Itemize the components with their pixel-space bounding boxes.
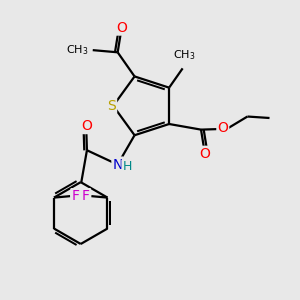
Text: O: O: [81, 119, 92, 133]
Text: O: O: [218, 122, 228, 136]
Text: O: O: [199, 147, 210, 161]
Text: O: O: [116, 21, 127, 34]
Text: N: N: [112, 158, 123, 172]
Text: CH$_3$: CH$_3$: [173, 48, 195, 62]
Text: S: S: [107, 99, 116, 113]
Text: CH$_3$: CH$_3$: [66, 43, 88, 57]
Text: F: F: [71, 189, 80, 203]
Text: H: H: [122, 160, 132, 173]
Text: F: F: [82, 189, 90, 203]
